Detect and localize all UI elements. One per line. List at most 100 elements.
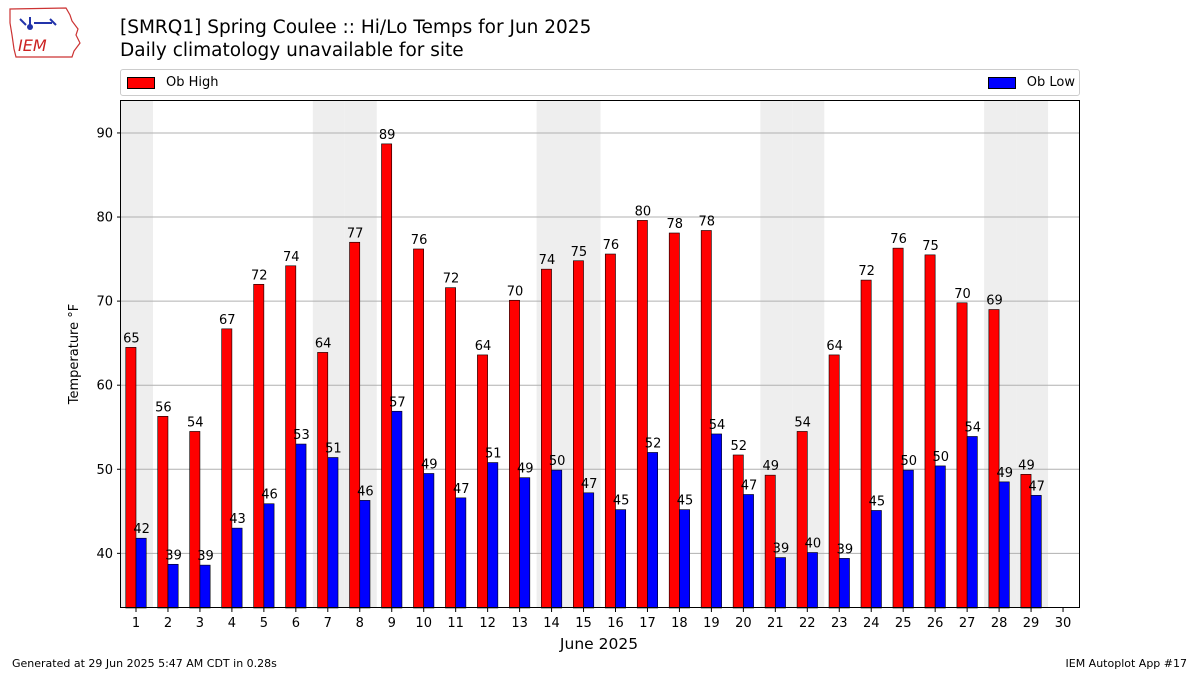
bar-high xyxy=(636,220,648,609)
y-tick-label: 80 xyxy=(96,211,113,226)
label-high: 74 xyxy=(283,250,300,265)
x-tick-label: 21 xyxy=(767,616,784,631)
label-high: 72 xyxy=(858,264,875,279)
bar-high xyxy=(988,309,1000,609)
label-high: 70 xyxy=(507,284,524,299)
x-tick-label: 1 xyxy=(132,616,140,631)
x-tick-label: 9 xyxy=(388,616,396,631)
label-low: 39 xyxy=(165,548,182,563)
bar-low xyxy=(263,503,275,609)
y-tick-label: 60 xyxy=(96,379,113,394)
label-high: 64 xyxy=(315,336,332,351)
legend-item-low: Ob Low xyxy=(987,75,1075,90)
label-low: 40 xyxy=(805,537,822,552)
label-high: 89 xyxy=(379,128,396,143)
title-line-2: Daily climatology unavailable for site xyxy=(120,40,464,61)
bar-low xyxy=(327,457,339,609)
label-low: 51 xyxy=(485,447,502,462)
label-low: 45 xyxy=(869,494,886,509)
label-low: 50 xyxy=(901,454,918,469)
x-tick-label: 15 xyxy=(575,616,592,631)
weekend-bands xyxy=(121,101,1049,608)
x-tick-label: 17 xyxy=(639,616,656,631)
label-high: 77 xyxy=(347,226,364,241)
x-tick-label: 22 xyxy=(799,616,816,631)
label-low: 39 xyxy=(197,549,214,564)
label-low: 54 xyxy=(709,418,726,433)
y-axis: 40 50 60 70 80 90 xyxy=(96,126,121,562)
x-tick-label: 12 xyxy=(479,616,496,631)
bar-low xyxy=(615,509,627,609)
label-high: 67 xyxy=(219,313,236,328)
bar-low xyxy=(199,564,211,609)
label-low: 39 xyxy=(773,542,790,557)
chart-title: [SMRQ1] Spring Coulee :: Hi/Lo Temps for… xyxy=(120,16,591,62)
legend-label-low: Ob Low xyxy=(1026,75,1075,90)
label-low: 46 xyxy=(357,484,374,499)
bar-low xyxy=(679,509,690,609)
label-high: 49 xyxy=(1018,458,1035,473)
label-low: 50 xyxy=(933,450,950,465)
label-high: 76 xyxy=(890,232,907,247)
x-tick-label: 30 xyxy=(1055,616,1072,631)
label-low: 42 xyxy=(133,522,150,537)
bar-high xyxy=(413,248,425,609)
x-tick-label: 18 xyxy=(671,616,688,631)
bar-low xyxy=(870,510,882,609)
bar-low xyxy=(455,497,467,609)
x-axis: 1 2 3 4 5 6 7 8 9 10 11 12 13 14 15 16 17 18 19 20 21 22 23 24 2… xyxy=(132,608,1071,631)
bar-low xyxy=(135,537,147,609)
x-tick-label: 25 xyxy=(895,616,912,631)
label-low: 53 xyxy=(293,428,310,443)
bar-high xyxy=(189,431,201,609)
bar-high xyxy=(604,253,616,609)
label-low: 43 xyxy=(229,512,246,527)
label-high: 64 xyxy=(475,339,492,354)
label-low: 45 xyxy=(677,494,694,509)
x-tick-label: 2 xyxy=(164,616,172,631)
x-tick-label: 8 xyxy=(356,616,364,631)
bar-low xyxy=(647,452,658,609)
label-high: 80 xyxy=(635,204,652,219)
label-low: 57 xyxy=(389,395,406,410)
bar-high xyxy=(668,232,680,609)
label-low: 50 xyxy=(549,454,566,469)
bar-low xyxy=(423,473,435,609)
label-high: 49 xyxy=(762,459,779,474)
label-low: 49 xyxy=(517,462,534,477)
label-high: 72 xyxy=(251,268,268,283)
y-tick-label: 40 xyxy=(96,547,113,562)
y-tick-label: 70 xyxy=(96,295,113,310)
bar-low xyxy=(998,481,1010,609)
bar-low xyxy=(231,527,243,609)
x-tick-label: 6 xyxy=(292,616,300,631)
bar-high xyxy=(381,143,393,609)
label-high: 74 xyxy=(539,253,556,268)
bar-high xyxy=(349,241,361,609)
bar-low xyxy=(775,557,786,609)
bar-high xyxy=(796,431,808,609)
label-low: 49 xyxy=(421,457,438,472)
bar-value-labels: 65 42 56 39 54 39 67 43 72 46 74 53 64 51 77 46 89 57 76 49… xyxy=(123,128,1045,564)
y-axis-label: Temperature °F xyxy=(67,304,82,405)
label-high: 72 xyxy=(443,272,460,287)
bar-low xyxy=(1030,495,1042,609)
bar-high xyxy=(828,354,840,609)
x-tick-label: 11 xyxy=(447,616,464,631)
bar-low xyxy=(711,433,722,609)
logo-text: IEM xyxy=(18,36,47,55)
y-tick-label: 50 xyxy=(96,463,113,478)
x-axis-label: June 2025 xyxy=(559,635,638,653)
label-high: 78 xyxy=(667,217,684,232)
x-tick-label: 19 xyxy=(703,616,720,631)
label-low: 47 xyxy=(1028,479,1045,494)
bar-low xyxy=(295,443,307,609)
label-low: 39 xyxy=(837,542,854,557)
x-tick-label: 3 xyxy=(196,616,204,631)
bar-high xyxy=(157,415,169,609)
legend-swatch-high xyxy=(127,76,155,89)
bar-high xyxy=(860,279,872,609)
x-tick-label: 14 xyxy=(543,616,560,631)
x-tick-label: 20 xyxy=(735,616,752,631)
